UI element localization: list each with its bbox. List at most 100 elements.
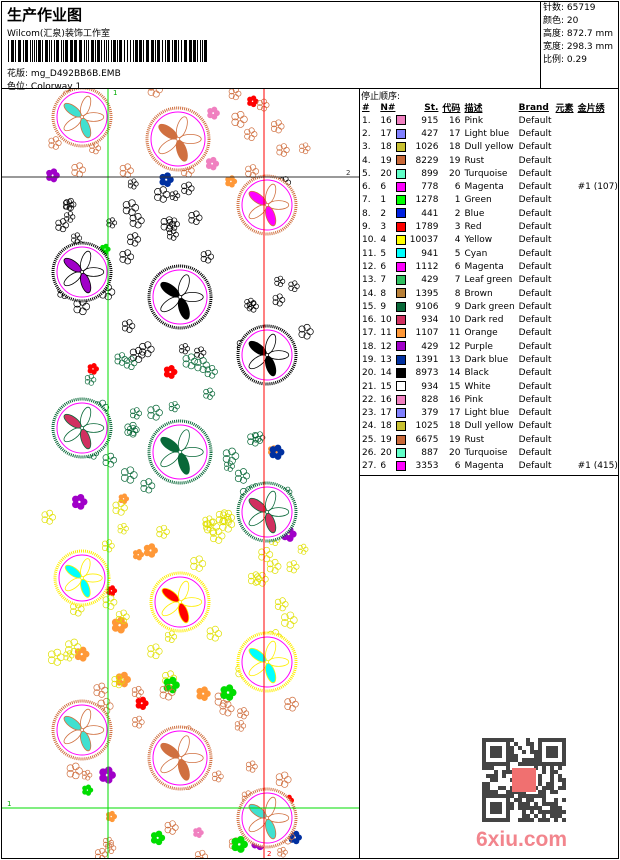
- color-code: 7: [454, 275, 461, 286]
- barcode-bar: [127, 40, 128, 62]
- needle-number: 14: [380, 368, 392, 379]
- needle-number: 2: [380, 208, 387, 219]
- element: [554, 407, 576, 420]
- flower-motif: [247, 95, 259, 108]
- col-code: 代码: [442, 104, 461, 114]
- color-code: 20: [448, 448, 461, 459]
- barcode-bar: [165, 40, 166, 62]
- stitch-count: 934: [421, 381, 439, 392]
- color-code: 6: [454, 261, 461, 272]
- barcode-bar: [124, 40, 125, 62]
- color-description: Dark red: [464, 315, 504, 326]
- needle-number: 10: [380, 315, 392, 326]
- row-index: 4.: [362, 155, 371, 166]
- barcode-bar: [202, 40, 203, 62]
- barcode-bar: [86, 40, 87, 62]
- flower-motif: [130, 407, 143, 420]
- flower-motif: [119, 163, 134, 178]
- flower-motif: [81, 769, 93, 781]
- color-description: Blue: [464, 208, 485, 219]
- medallion-motif: [149, 571, 211, 633]
- flower-motif: [123, 356, 138, 370]
- sequin: [576, 287, 620, 300]
- swatch-box: [395, 115, 406, 126]
- medallion-motif: [51, 699, 113, 761]
- swatch-box: [395, 381, 406, 392]
- color-swatch: [394, 260, 408, 273]
- flower-motif: [84, 373, 97, 386]
- barcode-bar: [36, 40, 37, 62]
- color-code: 5: [454, 248, 461, 259]
- flower-motif: [87, 363, 99, 375]
- needle-number: 19: [380, 434, 392, 445]
- color-code: 14: [448, 368, 461, 379]
- element: [554, 247, 576, 260]
- color-code: 13: [448, 354, 461, 365]
- barcode-bar: [181, 40, 182, 62]
- color-description: Purple: [464, 341, 493, 352]
- flower-motif: [132, 548, 145, 561]
- brand: Default: [518, 315, 552, 326]
- barcode-bar: [133, 40, 134, 62]
- barcode-bar: [32, 40, 33, 62]
- barcode-bar: [111, 40, 112, 62]
- flower-motif: [207, 106, 220, 120]
- color-code: 20: [448, 168, 461, 179]
- element: [554, 141, 576, 154]
- barcode-bar: [193, 40, 196, 62]
- flower-motif: [163, 365, 178, 379]
- swatch-box: [395, 288, 406, 299]
- table-row: 15. 9 9106 9 Dark green Default: [360, 300, 620, 313]
- table-row: 18. 12 429 12 Purple Default: [360, 340, 620, 353]
- flower-motif: [164, 820, 179, 835]
- flower-motif: [237, 707, 250, 720]
- table-row: 4. 19 8229 19 Rust Default: [360, 154, 620, 167]
- row-index: 6.: [362, 182, 371, 193]
- brand: Default: [518, 288, 552, 299]
- row-index: 21.: [362, 381, 377, 392]
- flower-motif: [62, 199, 75, 211]
- swatch-box: [395, 208, 406, 219]
- flower-motif: [254, 571, 269, 587]
- medallion-motif: [147, 419, 213, 485]
- stitch-count: 10037: [409, 235, 439, 246]
- barcode-bar: [178, 40, 179, 62]
- row-index: 24.: [362, 421, 377, 432]
- medallion-motif: [147, 264, 213, 330]
- marker-right: 2: [346, 169, 350, 177]
- row-index: 11.: [362, 248, 377, 259]
- sequin: [576, 340, 620, 353]
- col-stitches: St.: [424, 102, 439, 113]
- element: [554, 287, 576, 300]
- color-swatch: [394, 247, 408, 260]
- sequin: [576, 407, 620, 420]
- flower-motif: [298, 323, 314, 340]
- swatch-box: [395, 407, 406, 418]
- color-code: 19: [448, 434, 461, 445]
- marker-top: 1: [113, 89, 117, 97]
- flower-motif: [244, 297, 256, 310]
- colorway-value: Colorway 1: [30, 82, 82, 92]
- needle-number: 6: [380, 461, 387, 472]
- element: [554, 234, 576, 247]
- barcode-bar: [65, 40, 68, 62]
- brand: Default: [518, 354, 552, 365]
- flower-motif: [245, 164, 260, 179]
- flower-motif: [114, 352, 128, 366]
- sequin: [576, 127, 620, 140]
- needle-number: 3: [380, 222, 387, 233]
- table-row: 23. 17 379 17 Light blue Default: [360, 407, 620, 420]
- design-filename: mg_D492BB6B.EMB: [30, 69, 121, 79]
- row-index: 26.: [362, 448, 377, 459]
- barcode-bar: [95, 40, 96, 62]
- swatch-box: [395, 354, 406, 365]
- color-description: Light blue: [464, 408, 510, 419]
- studio-name: Wilcom(汇泉)装饰工作室: [7, 29, 110, 39]
- table-row: 5. 20 899 20 Turquoise Default: [360, 167, 620, 180]
- needle-number: 18: [380, 421, 392, 432]
- color-description: Cyan: [464, 248, 488, 259]
- flower-motif: [188, 210, 203, 226]
- flower-motif: [194, 346, 207, 359]
- flower-motif: [95, 847, 108, 858]
